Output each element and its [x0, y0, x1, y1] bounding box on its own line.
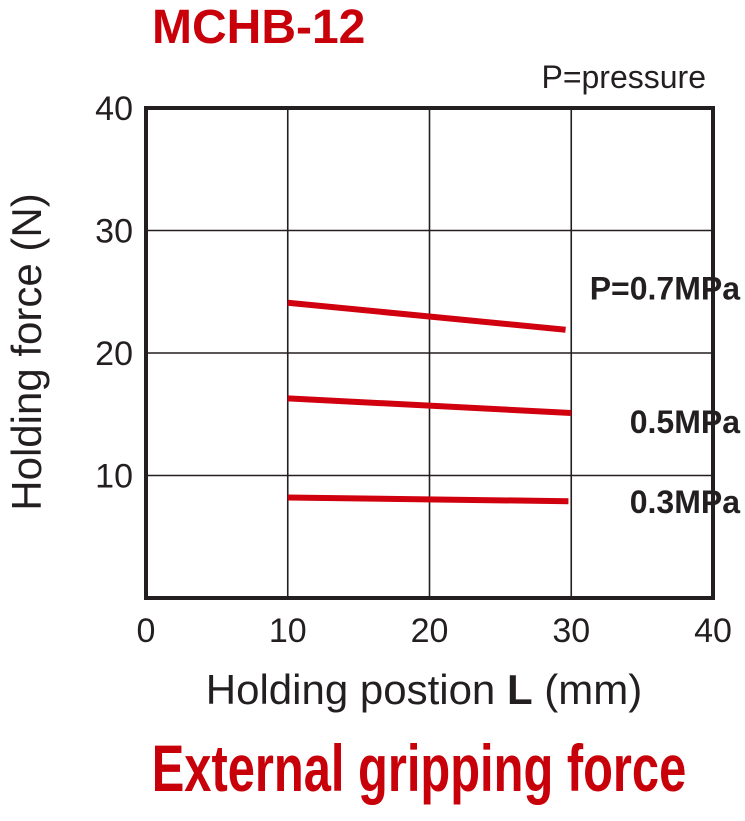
x-tick-label: 0: [137, 612, 156, 650]
x-axis-label-text: Holding postion: [206, 666, 507, 713]
plot-frame: [144, 106, 715, 600]
series-line-1: [287, 395, 572, 417]
y-tick-label: 30: [95, 213, 133, 251]
chart-subtitle: External gripping force: [152, 732, 687, 806]
series-line-0: [287, 299, 566, 333]
x-tick-labels: 0 10 20 30 40: [137, 612, 732, 650]
y-tick-label: 20: [95, 335, 133, 373]
y-tick-label: 10: [95, 458, 133, 496]
x-tick-label: 20: [411, 612, 449, 650]
y-tick-label: 40: [95, 90, 133, 128]
series-label-1: 0.5MPa: [630, 404, 740, 440]
grid-lines: [146, 108, 713, 598]
y-axis-label: Holding force (N): [3, 193, 50, 510]
series-lines: [287, 299, 572, 505]
series-labels: P=0.7MPa 0.5MPa 0.3MPa: [590, 271, 741, 520]
series-label-0: P=0.7MPa: [590, 271, 741, 307]
x-axis-label: Holding postion L (mm): [206, 666, 642, 713]
x-tick-label: 10: [269, 612, 307, 650]
x-tick-label: 40: [694, 612, 732, 650]
series-label-2: 0.3MPa: [630, 484, 740, 520]
y-tick-labels: 10 20 30 40: [95, 90, 133, 496]
x-axis-label-symbol: L: [507, 666, 533, 713]
x-tick-label: 30: [552, 612, 590, 650]
pressure-note: P=pressure: [541, 59, 706, 95]
chart-title: MCHB-12: [152, 1, 365, 54]
series-line-2: [287, 494, 569, 505]
x-axis-label-unit: (mm): [533, 666, 643, 713]
